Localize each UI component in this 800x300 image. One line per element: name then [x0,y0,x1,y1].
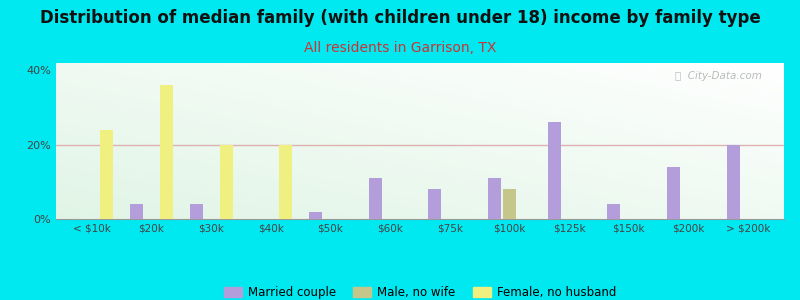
Bar [488,178,501,219]
Bar [607,204,621,219]
Bar [100,130,114,219]
Bar [548,122,561,219]
Bar [309,212,322,219]
Bar [503,189,516,219]
Text: All residents in Garrison, TX: All residents in Garrison, TX [304,40,496,55]
Bar [279,145,292,219]
Bar [190,204,202,219]
Bar [160,85,173,219]
Bar [428,189,442,219]
Bar [667,167,680,219]
Bar [369,178,382,219]
Bar [726,145,740,219]
Text: Distribution of median family (with children under 18) income by family type: Distribution of median family (with chil… [40,9,760,27]
Bar [219,145,233,219]
Bar [130,204,143,219]
Text: ⓘ  City-Data.com: ⓘ City-Data.com [675,71,762,81]
Legend: Married couple, Male, no wife, Female, no husband: Married couple, Male, no wife, Female, n… [219,281,621,300]
